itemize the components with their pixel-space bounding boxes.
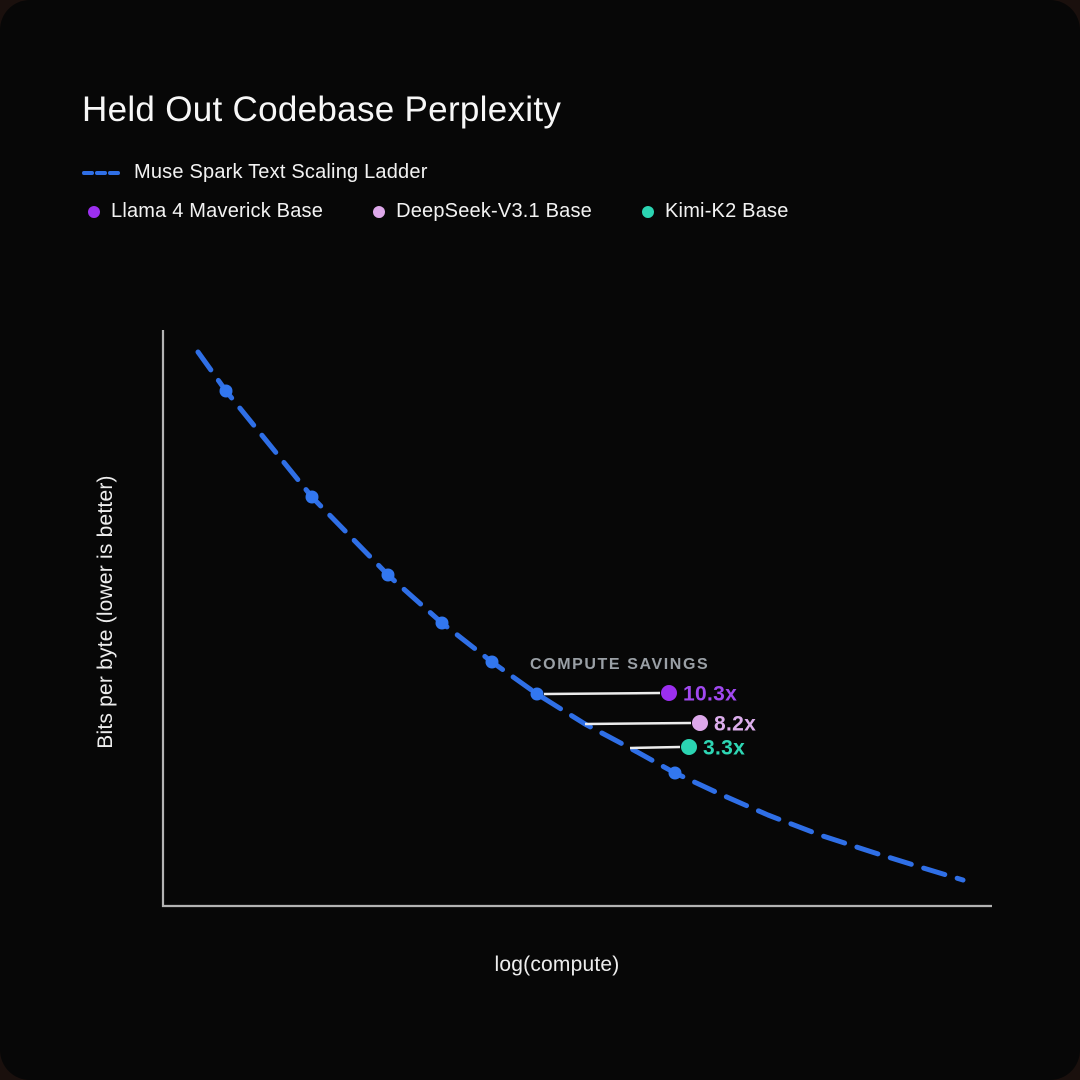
- dashed-line-icon: [82, 170, 122, 175]
- legend-model-points: Llama 4 Maverick Base DeepSeek-V3.1 Base…: [88, 200, 789, 223]
- savings-connector-line: [584, 721, 692, 726]
- legend-line-series-label: Muse Spark Text Scaling Ladder: [134, 161, 428, 183]
- savings-factor-label: 3.3x: [703, 737, 745, 760]
- ladder-point: [381, 568, 395, 582]
- legend-item-label: DeepSeek-V3.1 Base: [396, 200, 593, 222]
- ladder-point: [485, 655, 499, 669]
- baseline-point: [661, 685, 677, 701]
- savings-factor-label: 8.2x: [714, 713, 756, 736]
- savings-connector-line: [629, 745, 681, 750]
- savings-factor-label: 10.3x: [683, 683, 737, 706]
- ladder-point: [668, 766, 682, 780]
- ladder-point: [219, 384, 233, 398]
- llama-dot-icon: [88, 205, 100, 218]
- compute-savings-header: COMPUTE SAVINGS: [530, 656, 709, 673]
- savings-connector-line: [543, 691, 661, 696]
- x-axis-label: log(compute): [494, 953, 620, 976]
- legend-item-deepseek: DeepSeek-V3.1 Base: [373, 200, 592, 223]
- page-title: Held Out Codebase Perplexity: [82, 90, 562, 129]
- legend-item-label: Kimi-K2 Base: [665, 200, 789, 222]
- ladder-point: [530, 687, 544, 701]
- baseline-point: [692, 715, 708, 731]
- scaling-curve: [195, 349, 966, 883]
- deepseek-dot-icon: [373, 205, 386, 218]
- legend-line-series: Muse Spark Text Scaling Ladder: [82, 161, 428, 184]
- y-axis-label: Bits per byte (lower is better): [94, 475, 117, 749]
- baseline-point: [681, 739, 697, 755]
- ladder-point: [305, 490, 319, 504]
- legend-item-kimi: Kimi-K2 Base: [642, 200, 789, 223]
- axes-lines: [161, 330, 992, 908]
- ladder-point: [435, 616, 449, 630]
- kimi-dot-icon: [642, 205, 655, 218]
- legend-item-label: Llama 4 Maverick Base: [111, 200, 324, 222]
- legend-item-llama: Llama 4 Maverick Base: [88, 200, 323, 223]
